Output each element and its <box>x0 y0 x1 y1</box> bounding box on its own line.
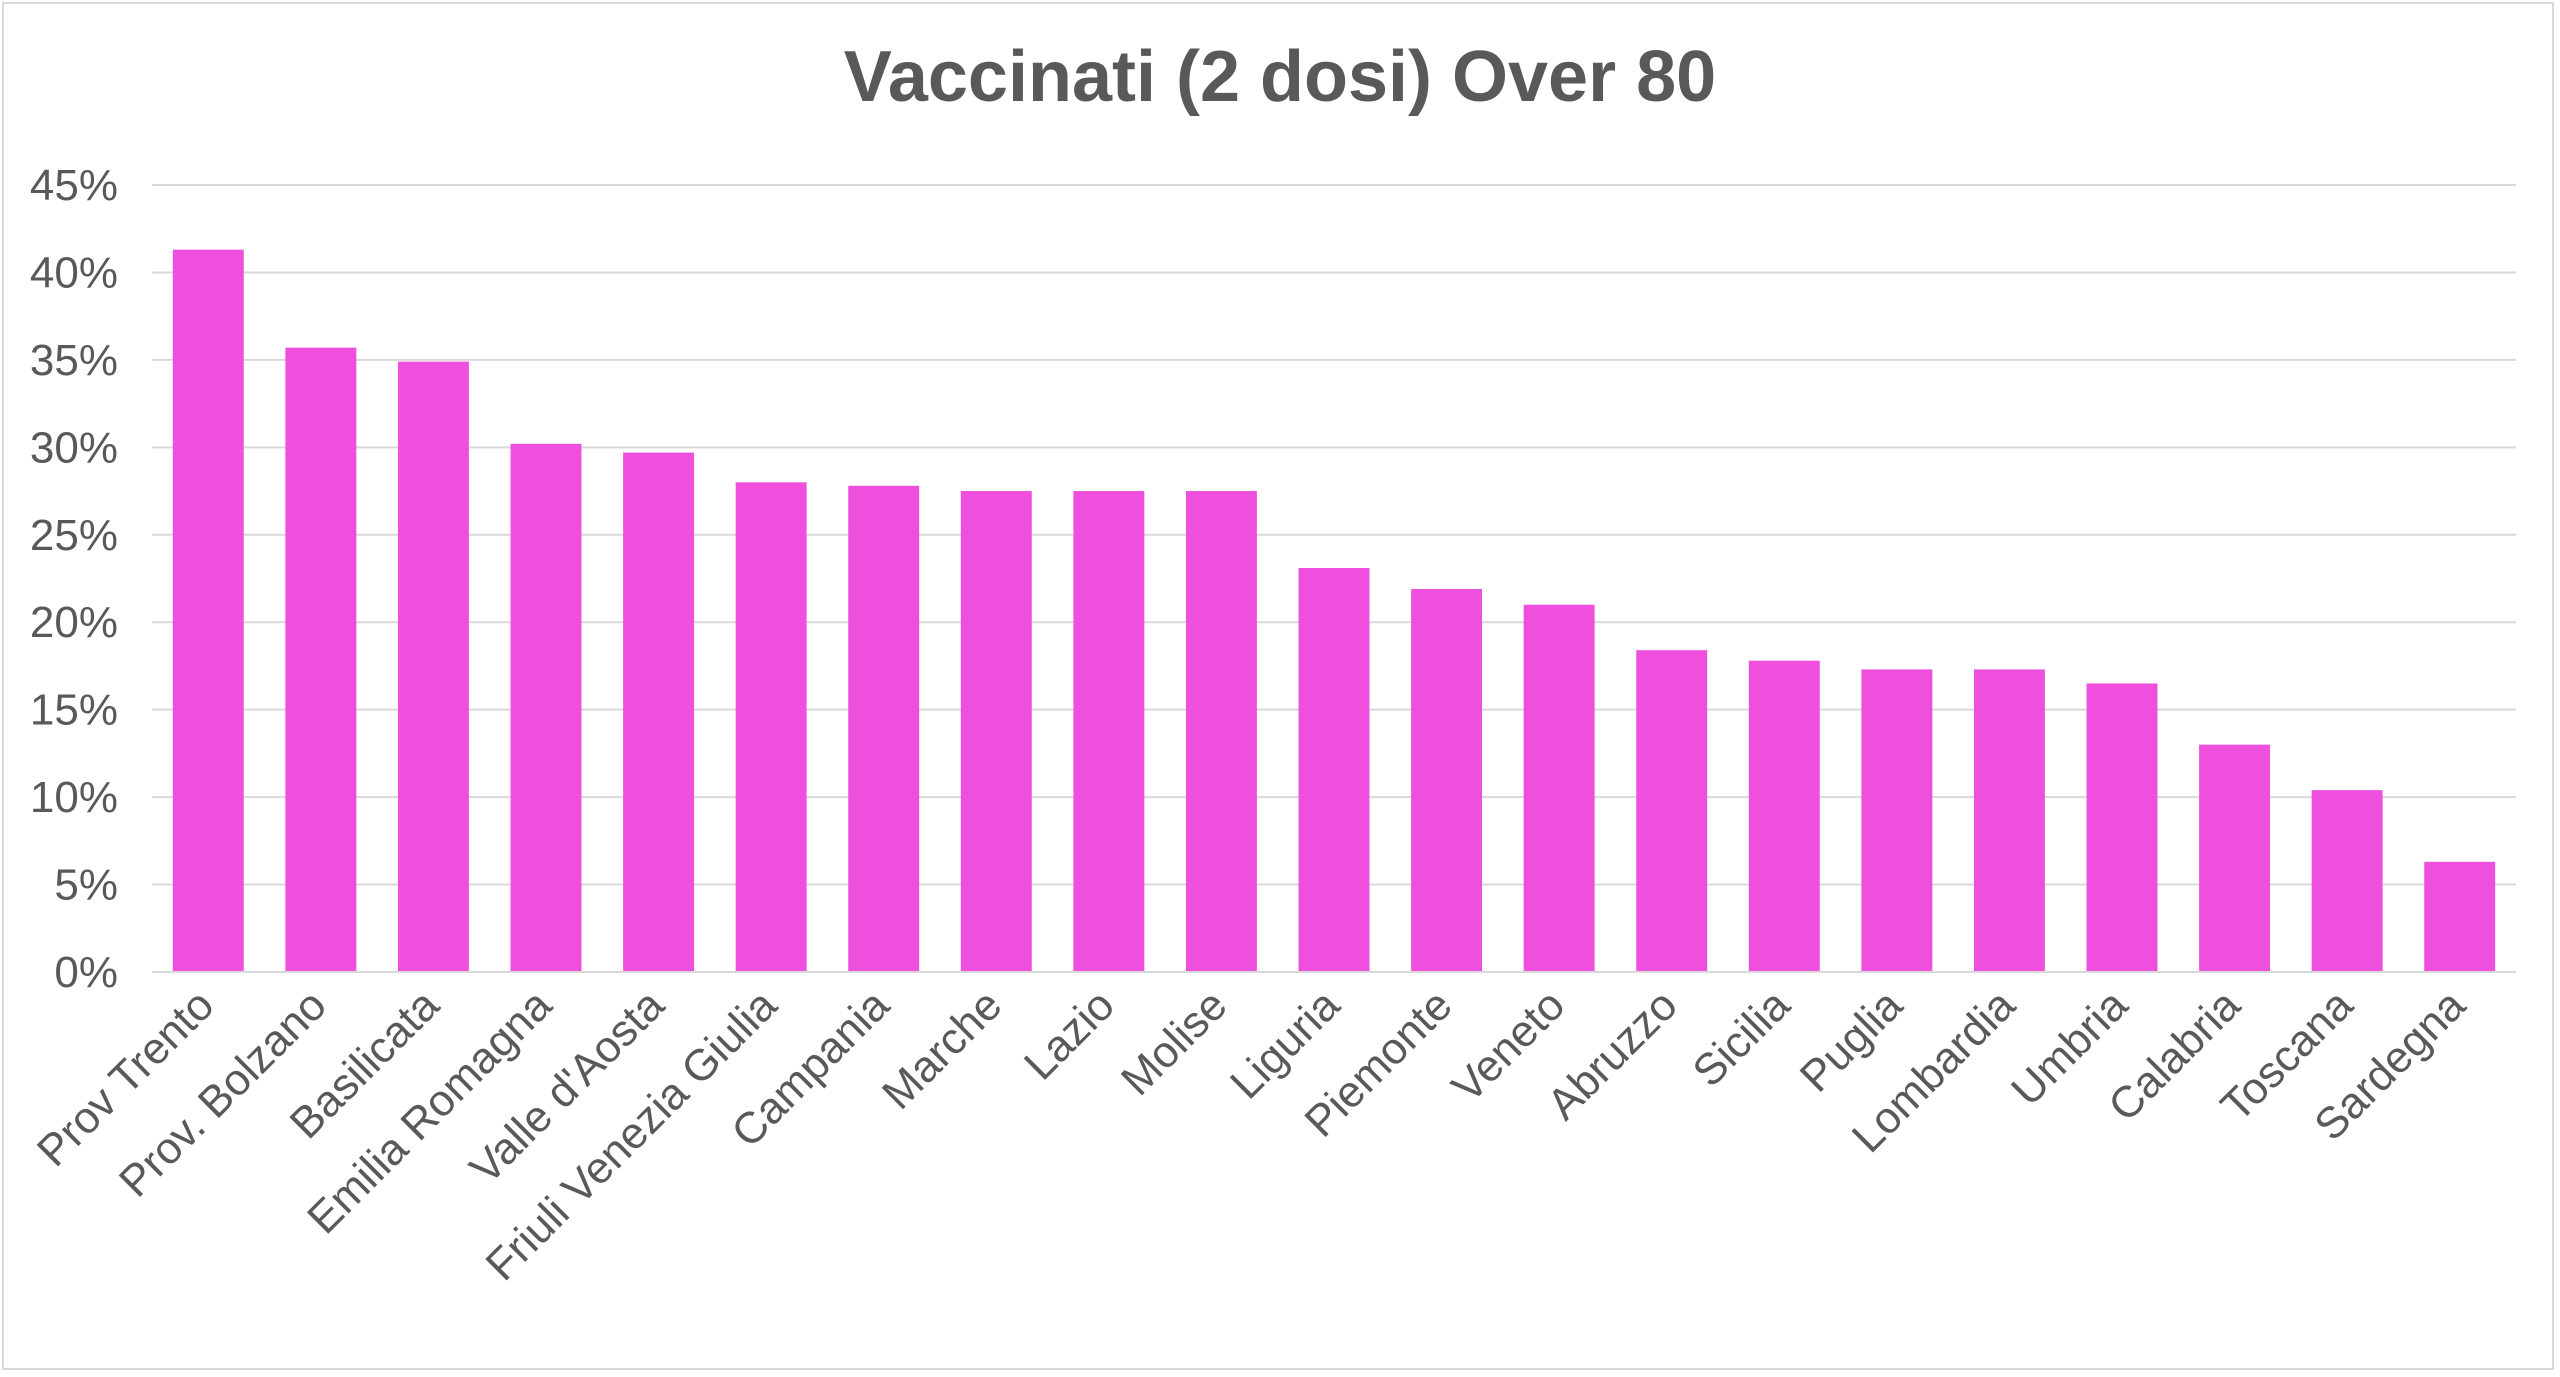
y-tick-label: 5% <box>54 861 118 910</box>
bar <box>1861 669 1933 972</box>
y-tick-label: 35% <box>30 336 118 385</box>
bar <box>172 249 244 973</box>
bar <box>735 482 807 972</box>
bar <box>960 491 1032 972</box>
bar <box>1185 491 1257 972</box>
y-tick-label: 10% <box>30 773 118 822</box>
y-tick-label: 15% <box>30 686 118 735</box>
bar <box>2086 683 2158 972</box>
x-category-label: Valle d'Aosta <box>461 980 674 1193</box>
bar <box>2199 744 2271 972</box>
bars <box>172 249 2496 973</box>
bar <box>397 361 469 972</box>
bar <box>1298 568 1370 972</box>
bar <box>285 347 357 972</box>
bar <box>2424 861 2496 972</box>
y-tick-label: 0% <box>54 948 118 997</box>
bar <box>848 485 920 972</box>
bar <box>1748 660 1820 972</box>
y-tick-label: 30% <box>30 423 118 472</box>
bar <box>1523 604 1595 972</box>
x-category-label: Molise <box>1112 980 1237 1105</box>
x-category-label: Sicilia <box>1683 980 1799 1096</box>
x-category-label: Marche <box>873 980 1011 1118</box>
bar <box>1973 669 2045 972</box>
bar <box>623 452 695 973</box>
bar <box>510 443 582 972</box>
bar <box>1636 650 1708 972</box>
y-tick-label: 25% <box>30 511 118 560</box>
bar <box>1411 588 1483 972</box>
y-axis-tick-labels: 0% 5% 10% 15% 20% 25% 30% 35% 40% 45% <box>30 161 118 997</box>
bar <box>1073 491 1145 972</box>
chart-title: Vaccinati (2 dosi) Over 80 <box>843 37 1717 117</box>
bar <box>2311 790 2383 972</box>
x-category-label: Lazio <box>1015 980 1124 1089</box>
y-tick-label: 40% <box>30 248 118 297</box>
y-tick-label: 45% <box>30 161 118 210</box>
y-tick-label: 20% <box>30 598 118 647</box>
